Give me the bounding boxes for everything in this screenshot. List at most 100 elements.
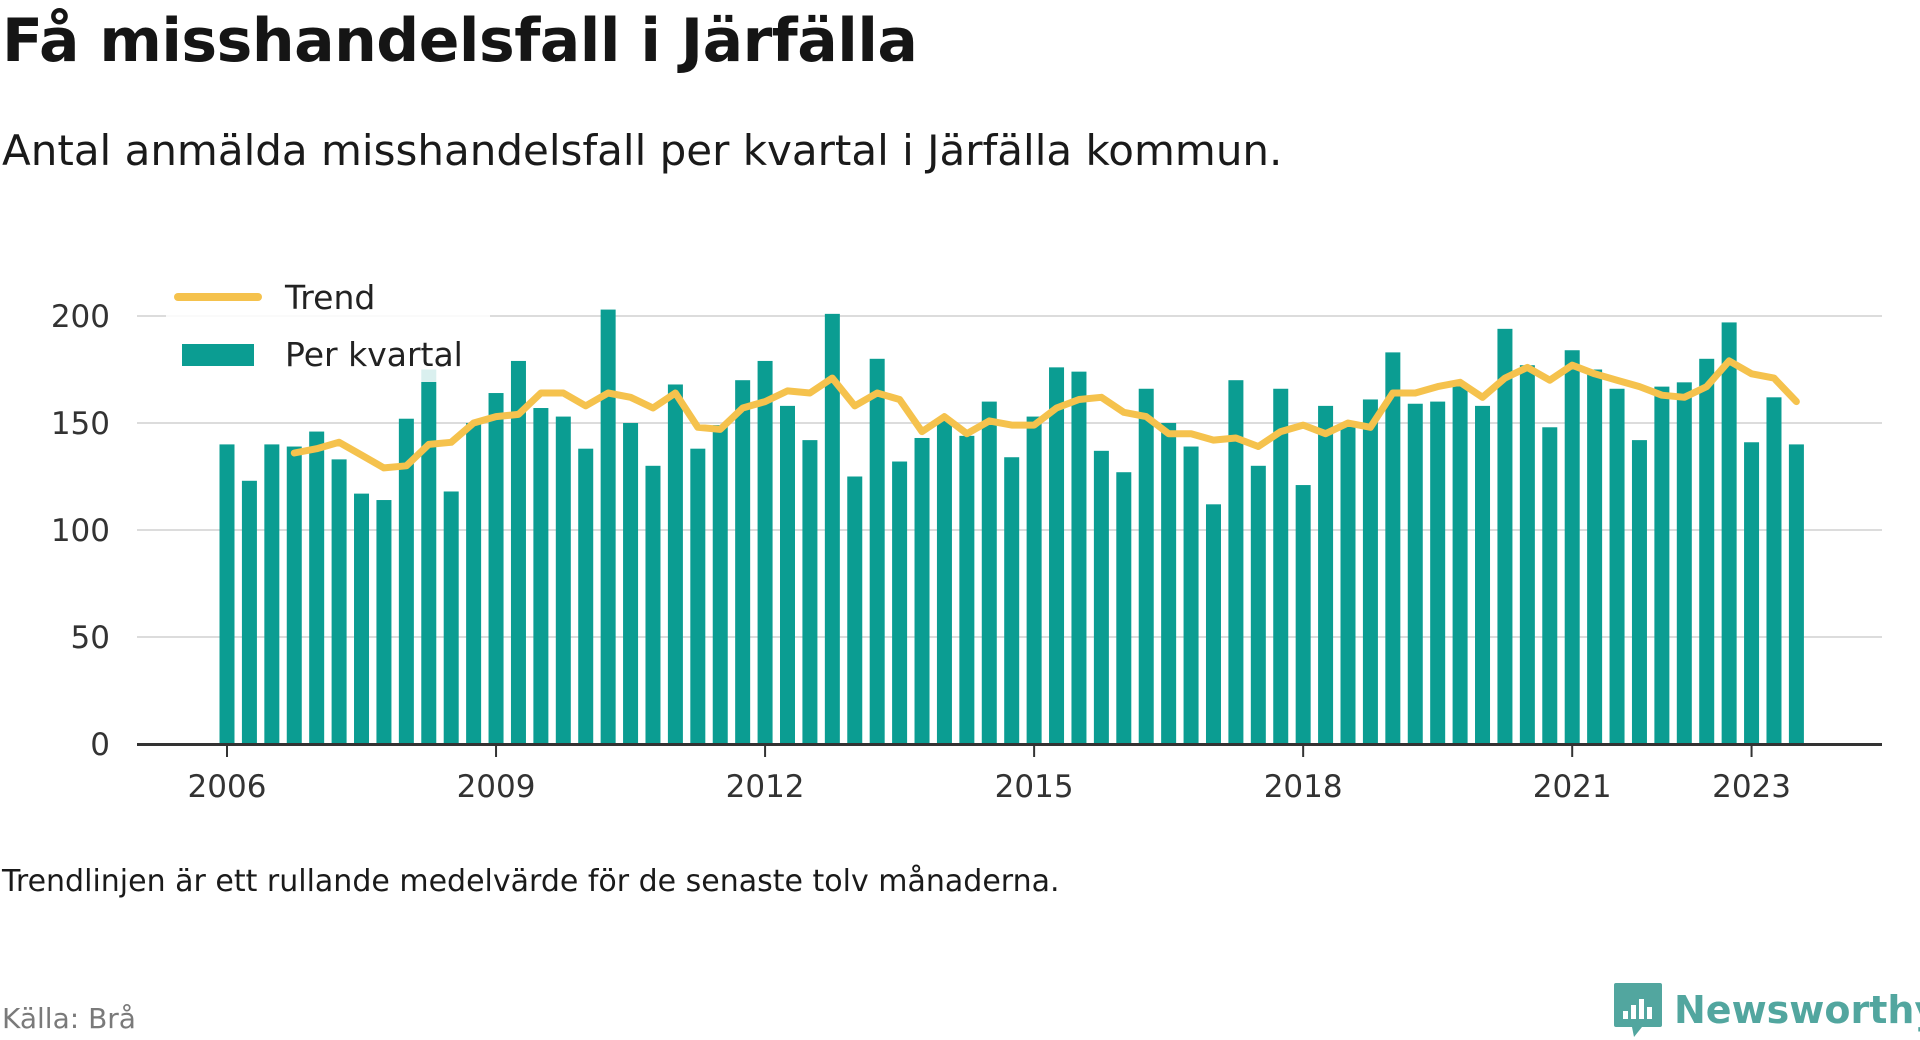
bar-2012-q2 [780,405,795,744]
trend-point-2012-q3 [807,391,812,396]
bar-2014-q4 [1004,457,1020,744]
bar-2023-q3 [1788,444,1804,744]
trend-point-2016-q3 [1166,431,1171,436]
bar-2019-q2 [1407,403,1423,744]
y-tick-label-0: 0 [90,727,110,763]
trend-point-2017-q2 [1233,435,1238,440]
trend-point-2011-q1 [673,391,678,396]
bar-2016-q2 [1138,388,1154,744]
bar-2013-q3 [892,461,908,744]
trend-point-2010-q1 [583,403,588,408]
bar-2010-q4 [645,465,661,744]
trend-point-2017-q1 [1211,438,1216,443]
trend-point-2020-q3 [1525,365,1530,370]
trend-point-2008-q4 [471,421,476,425]
trend-point-2020-q4 [1547,378,1552,383]
bar-2011-q1 [667,384,683,744]
trend-point-2014-q4 [1009,423,1014,428]
trend-point-2021-q1 [1570,363,1575,368]
bar-2016-q1 [1116,472,1132,744]
y-tick-label-200: 200 [51,299,110,335]
trend-point-2022-q1 [1659,393,1664,398]
bar-2007-q1 [309,431,325,744]
trend-point-2017-q4 [1278,429,1283,434]
trend-point-2009-q1 [494,414,499,419]
bar-2020-q2 [1497,328,1513,744]
trend-point-2014-q1 [942,414,947,419]
trend-point-2018-q4 [1368,425,1373,430]
brand-name: Newsworthy [1674,988,1920,1032]
legend-bars-swatch [182,344,254,366]
bar-2007-q3 [354,493,370,744]
bar-2011-q4 [735,380,751,744]
x-tick-label-2006: 2006 [188,769,267,805]
bar-2020-q1 [1475,405,1491,744]
trend-point-2022-q2 [1682,395,1687,400]
newsworthy-chart-icon [1614,983,1662,1037]
trend-point-2022-q4 [1727,358,1732,363]
bar-2006-q1 [219,444,235,744]
bar-2022-q1 [1654,386,1670,744]
bar-2017-q1 [1205,504,1221,744]
trend-point-2010-q2 [606,391,611,396]
bar-2019-q4 [1452,384,1468,744]
trend-point-2021-q3 [1615,378,1620,383]
bar-2023-q1 [1744,442,1760,744]
trend-point-2021-q4 [1637,384,1642,389]
bar-2008-q3 [443,491,459,744]
trend-point-2023-q3 [1794,399,1799,404]
legend-bars-label: Per kvartal [285,335,463,374]
bar-2008-q4 [466,423,482,744]
trend-point-2010-q4 [650,406,655,411]
bar-2009-q4 [555,416,571,744]
trend-point-2006-q4 [292,450,297,455]
trend-point-2018-q2 [1323,431,1328,436]
bar-2018-q3 [1340,423,1356,744]
trend-point-2023-q2 [1771,376,1776,381]
bar-2015-q1 [1026,416,1042,744]
bar-2015-q4 [1093,450,1109,744]
chart-subtitle: Antal anmälda misshandelsfall per kvarta… [2,126,1283,175]
trend-point-2017-q3 [1256,444,1261,449]
bar-2014-q1 [936,420,952,744]
bar-2013-q2 [869,358,885,744]
bar-2006-q2 [241,480,257,744]
x-axis-ticks: 2006 2009 2012 2015 2018 2021 2023 [188,744,1791,805]
bar-2009-q1 [488,393,504,744]
bar-2010-q3 [623,423,639,744]
trend-point-2008-q2 [426,442,431,447]
source-label: Källa: Brå [2,1002,136,1035]
bar-2009-q3 [533,408,549,744]
trend-point-2013-q3 [897,397,902,402]
bar-2023-q2 [1766,397,1782,744]
bar-2017-q3 [1250,465,1266,744]
y-axis-ticks: 0 50 100 150 200 [51,299,110,763]
bar-2006-q3 [264,444,280,744]
bar-2022-q3 [1699,358,1715,744]
bar-2017-q4 [1273,388,1289,744]
trend-point-2015-q3 [1076,397,1081,402]
trend-point-2009-q4 [561,391,566,396]
bar-2021-q1 [1564,350,1580,744]
trend-point-2011-q4 [740,406,745,411]
trend-point-2009-q3 [538,391,543,396]
y-tick-label-150: 150 [51,406,110,442]
bar-2011-q2 [690,448,706,744]
trend-point-2019-q4 [1458,380,1463,385]
trend-point-2019-q3 [1435,384,1440,389]
bar-2009-q2 [510,360,526,744]
trend-point-2012-q2 [785,388,790,393]
bar-2006-q4 [286,446,302,744]
bar-2012-q3 [802,440,818,744]
trend-point-2011-q3 [718,427,723,432]
newsworthy-logo[interactable]: Newsworthy [1612,980,1920,1040]
trend-point-2019-q2 [1413,391,1418,396]
trend-point-2013-q1 [852,403,857,408]
x-tick-label-2009: 2009 [457,769,536,805]
trend-point-2018-q3 [1346,421,1350,425]
bar-2021-q4 [1631,440,1647,744]
trend-point-2007-q2 [337,440,342,445]
trend-point-2013-q4 [920,429,925,434]
bar-2019-q1 [1385,352,1401,744]
trend-point-2007-q3 [359,453,364,458]
